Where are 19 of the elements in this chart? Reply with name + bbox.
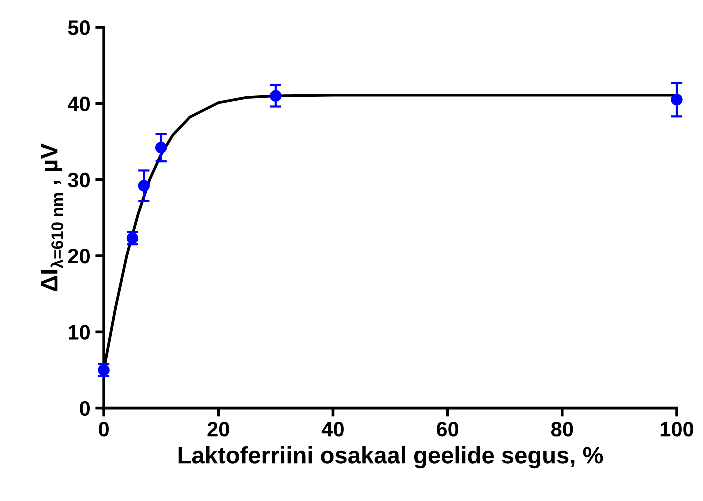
y-tick-label: 10 — [68, 325, 90, 340]
x-tick-label: 60 — [436, 422, 459, 437]
x-tick-label: 100 — [660, 422, 694, 437]
point — [138, 180, 150, 192]
y-tick-label: 50 — [68, 20, 90, 36]
point — [98, 364, 110, 376]
y-tick-label: 30 — [68, 172, 90, 188]
x-tick-label: 80 — [551, 422, 574, 437]
y-axis-title: ΔIλ=610 nm , µV — [41, 144, 64, 292]
x-tick-label: 20 — [208, 422, 230, 437]
x-axis-title: Laktoferriini osakaal geelide segus, % — [178, 446, 604, 469]
point — [671, 94, 683, 106]
y-tick-label: 20 — [68, 249, 90, 264]
point — [270, 90, 282, 102]
y-tick-label: 0 — [80, 401, 90, 416]
y-tick-label: 40 — [68, 96, 90, 112]
x-tick-label: 40 — [322, 422, 344, 437]
x-tick-label: 0 — [99, 422, 109, 437]
point — [155, 142, 168, 154]
